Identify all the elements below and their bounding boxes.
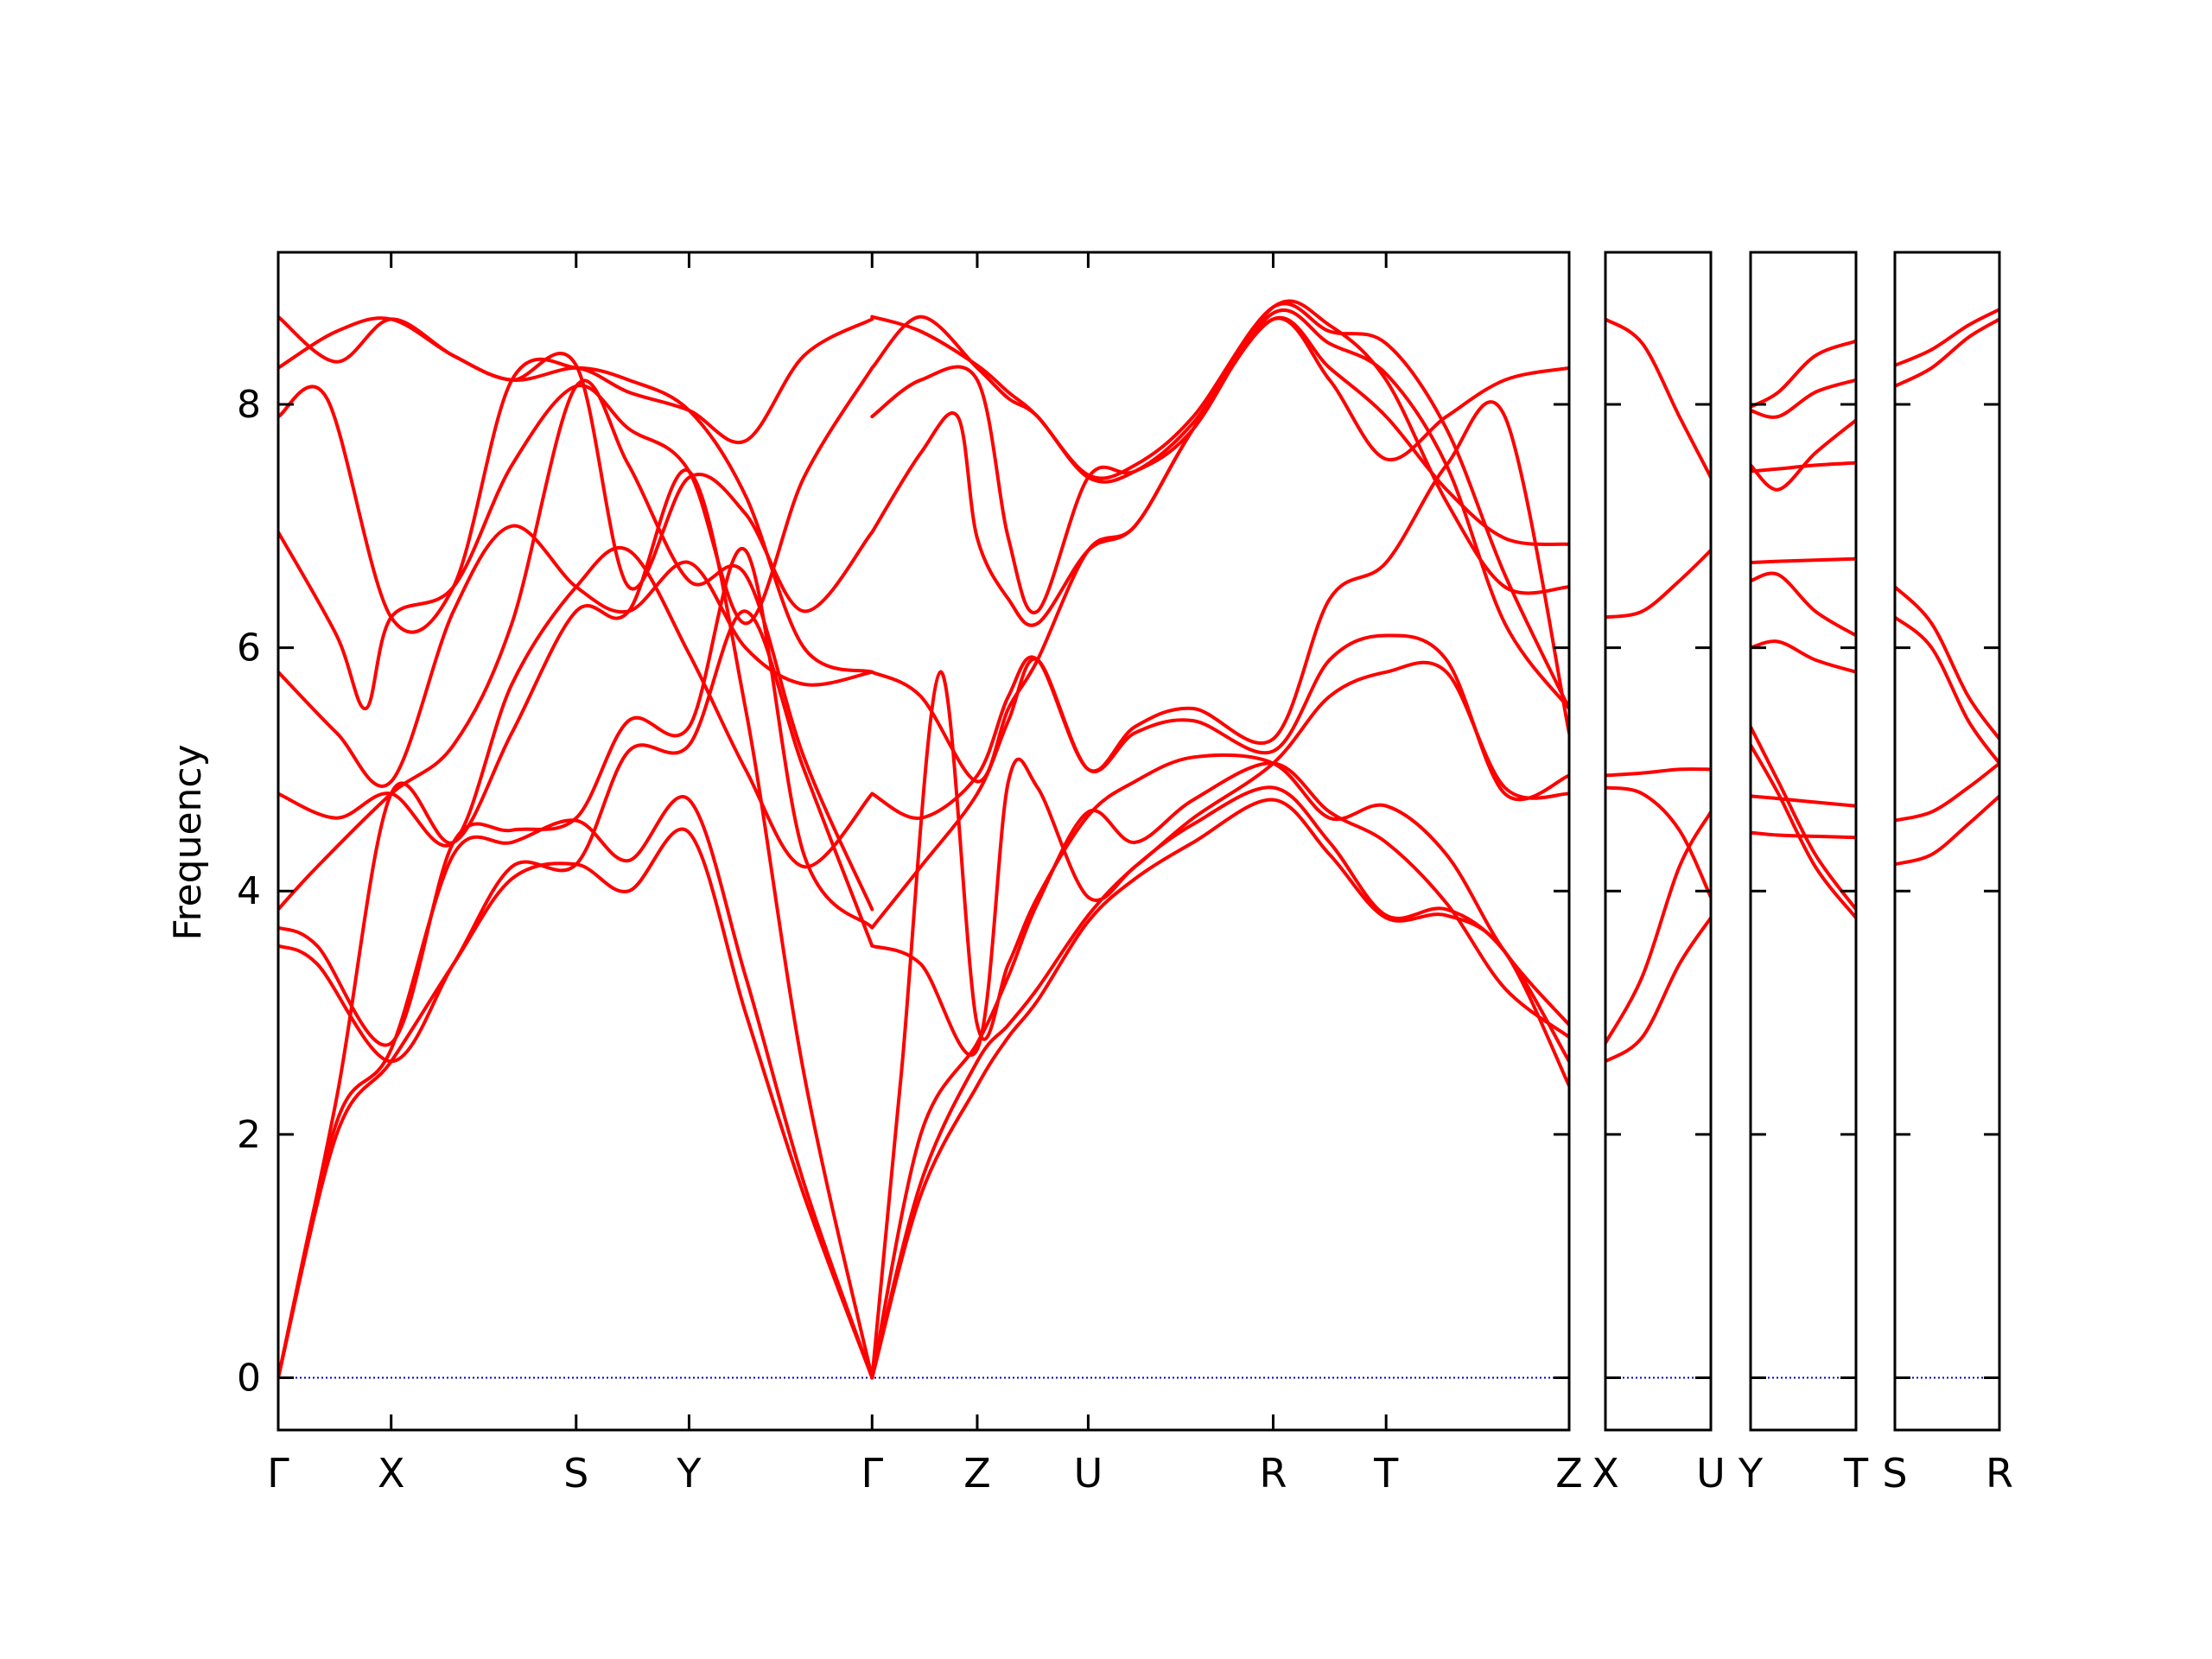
band-line bbox=[278, 378, 874, 912]
band-line bbox=[870, 308, 1569, 710]
band-line bbox=[278, 317, 874, 634]
x-tick-label: T bbox=[1843, 1450, 1869, 1497]
band-line bbox=[1895, 615, 1999, 766]
band-line bbox=[1605, 549, 1711, 620]
band-line bbox=[1895, 308, 1999, 367]
band-line bbox=[870, 299, 1569, 615]
x-tick-label: S bbox=[1882, 1450, 1907, 1497]
band-line bbox=[278, 315, 874, 674]
band-line bbox=[1605, 785, 1711, 899]
band-line bbox=[1605, 317, 1711, 480]
band-line bbox=[1751, 556, 1856, 565]
band-line bbox=[1751, 571, 1856, 638]
band-line bbox=[1895, 317, 1999, 388]
band-line bbox=[278, 316, 874, 613]
band-line bbox=[278, 609, 874, 1064]
y-tick-label: 8 bbox=[237, 383, 261, 427]
band-line bbox=[1605, 916, 1711, 1064]
band-line bbox=[1895, 585, 1999, 741]
band-line bbox=[870, 633, 1569, 930]
band-line bbox=[278, 365, 874, 710]
band-lines bbox=[1751, 339, 1856, 920]
x-tick-label: S bbox=[563, 1450, 588, 1497]
band-line bbox=[1895, 761, 1999, 823]
band-line bbox=[870, 315, 1569, 627]
y-tick-label: 0 bbox=[237, 1356, 261, 1400]
x-tick-label: R bbox=[1986, 1450, 2013, 1497]
panel-frame bbox=[1604, 251, 1713, 1432]
band-line bbox=[870, 660, 1569, 1057]
x-tick-label: R bbox=[1259, 1450, 1287, 1497]
x-tick-label: U bbox=[1696, 1450, 1726, 1497]
panel-frame bbox=[276, 251, 1571, 1432]
panel-1: 0 2 4 6 8 Γ X S Y Γ Z U R T Z bbox=[237, 251, 1583, 1497]
x-tick-label: T bbox=[1373, 1450, 1399, 1497]
x-tick-label: Γ bbox=[267, 1450, 289, 1497]
band-line bbox=[1751, 639, 1856, 674]
band-lines bbox=[278, 299, 1569, 1380]
y-axis-label: Frequency bbox=[166, 744, 210, 940]
panel-frame bbox=[1749, 251, 1858, 1432]
band-line bbox=[1751, 743, 1856, 920]
band-line bbox=[1605, 810, 1711, 1046]
band-lines bbox=[1605, 317, 1711, 1064]
y-tick-label: 4 bbox=[237, 869, 261, 913]
x-tick-label: U bbox=[1074, 1450, 1103, 1497]
band-line bbox=[278, 795, 874, 1380]
band-line bbox=[870, 798, 1569, 1380]
band-line bbox=[870, 785, 1569, 1380]
band-line bbox=[1751, 725, 1856, 912]
x-tick-label: Γ bbox=[861, 1450, 883, 1497]
x-tick-label: Z bbox=[1555, 1450, 1583, 1497]
band-line bbox=[870, 400, 1569, 820]
x-tick-label: Z bbox=[963, 1450, 991, 1497]
band-line bbox=[1751, 461, 1856, 474]
band-lines bbox=[1895, 308, 1999, 867]
band-line bbox=[1751, 378, 1856, 419]
band-line bbox=[870, 761, 1569, 1380]
band-line bbox=[1895, 794, 1999, 867]
band-line bbox=[1605, 767, 1711, 778]
x-tick-label: X bbox=[378, 1450, 405, 1497]
band-line bbox=[1751, 418, 1856, 492]
y-tick-label: 6 bbox=[237, 626, 261, 671]
x-tick-label: X bbox=[1592, 1450, 1619, 1497]
band-line bbox=[1751, 794, 1856, 808]
band-line bbox=[278, 467, 874, 1380]
band-line bbox=[278, 546, 874, 1047]
band-line bbox=[278, 827, 874, 1380]
band-line bbox=[278, 524, 874, 788]
x-tick-label: Y bbox=[1738, 1450, 1764, 1497]
x-tick-label: Y bbox=[676, 1450, 702, 1497]
band-line bbox=[1751, 339, 1856, 409]
band-line bbox=[1751, 830, 1856, 840]
panel-frame bbox=[1893, 251, 2001, 1432]
y-tick-label: 2 bbox=[237, 1113, 261, 1157]
band-line bbox=[870, 302, 1569, 710]
